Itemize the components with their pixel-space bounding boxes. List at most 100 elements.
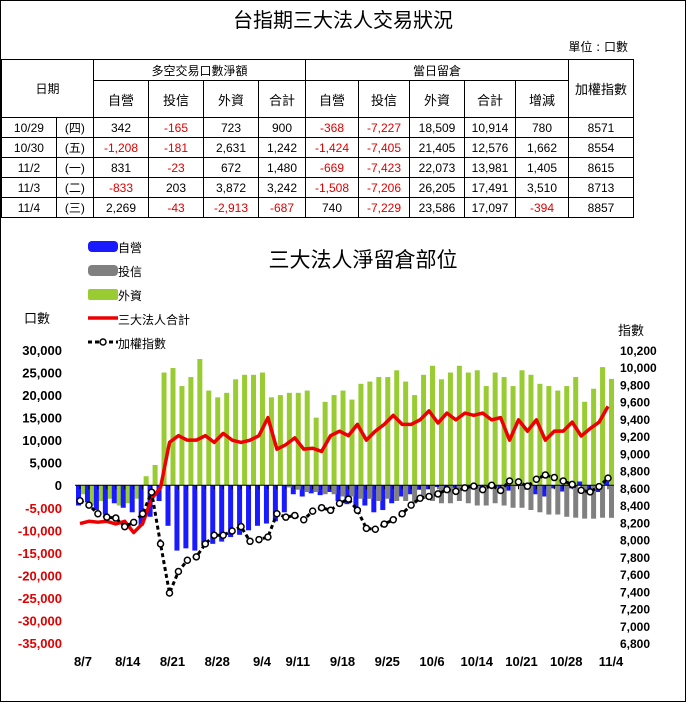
trust-bar [421,485,427,499]
row-date: 11/4 [1,197,57,218]
trust-bar [376,485,382,502]
index-point [103,513,111,521]
y-right-tick-label: 8,200 [620,516,650,530]
dealer-bar [201,485,207,547]
index-point [344,495,353,503]
index-point [398,509,406,518]
y-right-tick-label: 9,600 [620,396,650,410]
table-row: 11/3 (二) -833 203 3,872 3,242 -1,508 -7,206 26,2… [1,177,634,198]
foreign-bar [331,395,337,486]
index-point [461,484,469,492]
y-left-tick-label: 5,000 [29,456,62,471]
trust-bar [313,485,319,492]
y-left-tick-label: -30,000 [18,613,62,628]
trust-bar [331,485,337,495]
dealer-bar [76,485,81,506]
index-point [595,482,603,491]
index-point [487,481,496,490]
foreign-bar [242,374,248,486]
foreign-bar [81,485,86,495]
table-cell: -1,424 [305,137,359,158]
trust-bar [564,485,570,517]
table-cell: -1,508 [305,177,359,198]
trust-bar [546,485,552,515]
legend-swatch-index-dot [99,338,107,346]
foreign-bar [537,383,543,486]
foreign-bar [170,368,176,486]
index-point [470,482,478,490]
legend-label: 自營 [118,241,142,255]
legend-swatch-foreign [88,289,118,300]
foreign-bar [125,485,131,504]
foreign-bar [152,464,158,486]
y-right-tick-label: 6,800 [620,637,650,651]
table-cell: 900 [258,117,306,138]
dealer-bar [290,485,296,495]
dealer-bar [550,485,556,489]
foreign-bar [376,377,382,486]
index-point [264,533,272,541]
trust-bar [367,485,373,499]
trust-bar [528,485,534,511]
table-cell: 13,981 [464,157,516,178]
table-cell: 2,269 [93,197,149,218]
index-point [255,535,263,544]
index-header: 加權指數 [568,59,634,118]
y-right-tick-label: 10,000 [620,361,657,375]
trust-bar [492,485,498,504]
table-cell: -7,229 [358,197,410,218]
table-cell: -7,423 [358,157,410,178]
dealer-bar [362,485,368,506]
table-cell: -687 [258,197,306,218]
dealer-bar [407,485,413,495]
index-point [165,589,174,597]
row-weekday: (三) [55,197,95,218]
foreign-bar [251,374,257,486]
trust-bar [412,485,418,504]
y-right-tick-label: 9,400 [620,413,650,427]
y-right-tick-label: 10,200 [620,344,657,358]
table-cell: 8857 [568,197,634,218]
foreign-bar [197,359,203,486]
trust-bar [501,485,507,506]
index-point [201,540,210,548]
column-header: 外資 [203,80,259,118]
index-point [407,501,415,509]
foreign-bar [412,395,418,486]
dealer-bar [586,485,592,489]
table-cell: 10,914 [464,117,516,138]
foreign-bar [582,401,588,486]
dealer-bar [326,485,332,492]
index-point [192,553,201,561]
index-point [514,478,523,486]
table-cell: 1,662 [515,137,569,158]
dealer-bar [604,481,609,486]
y-left-tick-label: -20,000 [18,568,62,583]
dealer-bar [174,485,180,551]
foreign-bar [492,372,498,486]
y-right-tick-label: 7,000 [620,620,650,634]
index-point [523,482,532,490]
dealer-bar [451,485,457,488]
index-point [532,475,541,484]
dealer-bar [156,485,162,502]
dealer-bar [84,485,90,503]
x-tick-label: 10/6 [419,654,444,669]
index-point [210,531,218,540]
foreign-bar [591,388,597,486]
trust-bar [483,485,489,506]
x-tick-label: 8/28 [205,654,230,669]
dealer-bar [210,485,216,544]
trust-bar [573,485,579,518]
foreign-bar [233,379,239,486]
index-point [389,516,397,524]
index-point [120,522,129,531]
foreign-bar [295,392,301,486]
foreign-bar [134,485,140,499]
dealer-bar [496,485,502,488]
x-tick-label: 9/18 [330,654,355,669]
foreign-bar [528,374,534,486]
index-point [299,516,308,524]
trust-bar [591,485,597,519]
